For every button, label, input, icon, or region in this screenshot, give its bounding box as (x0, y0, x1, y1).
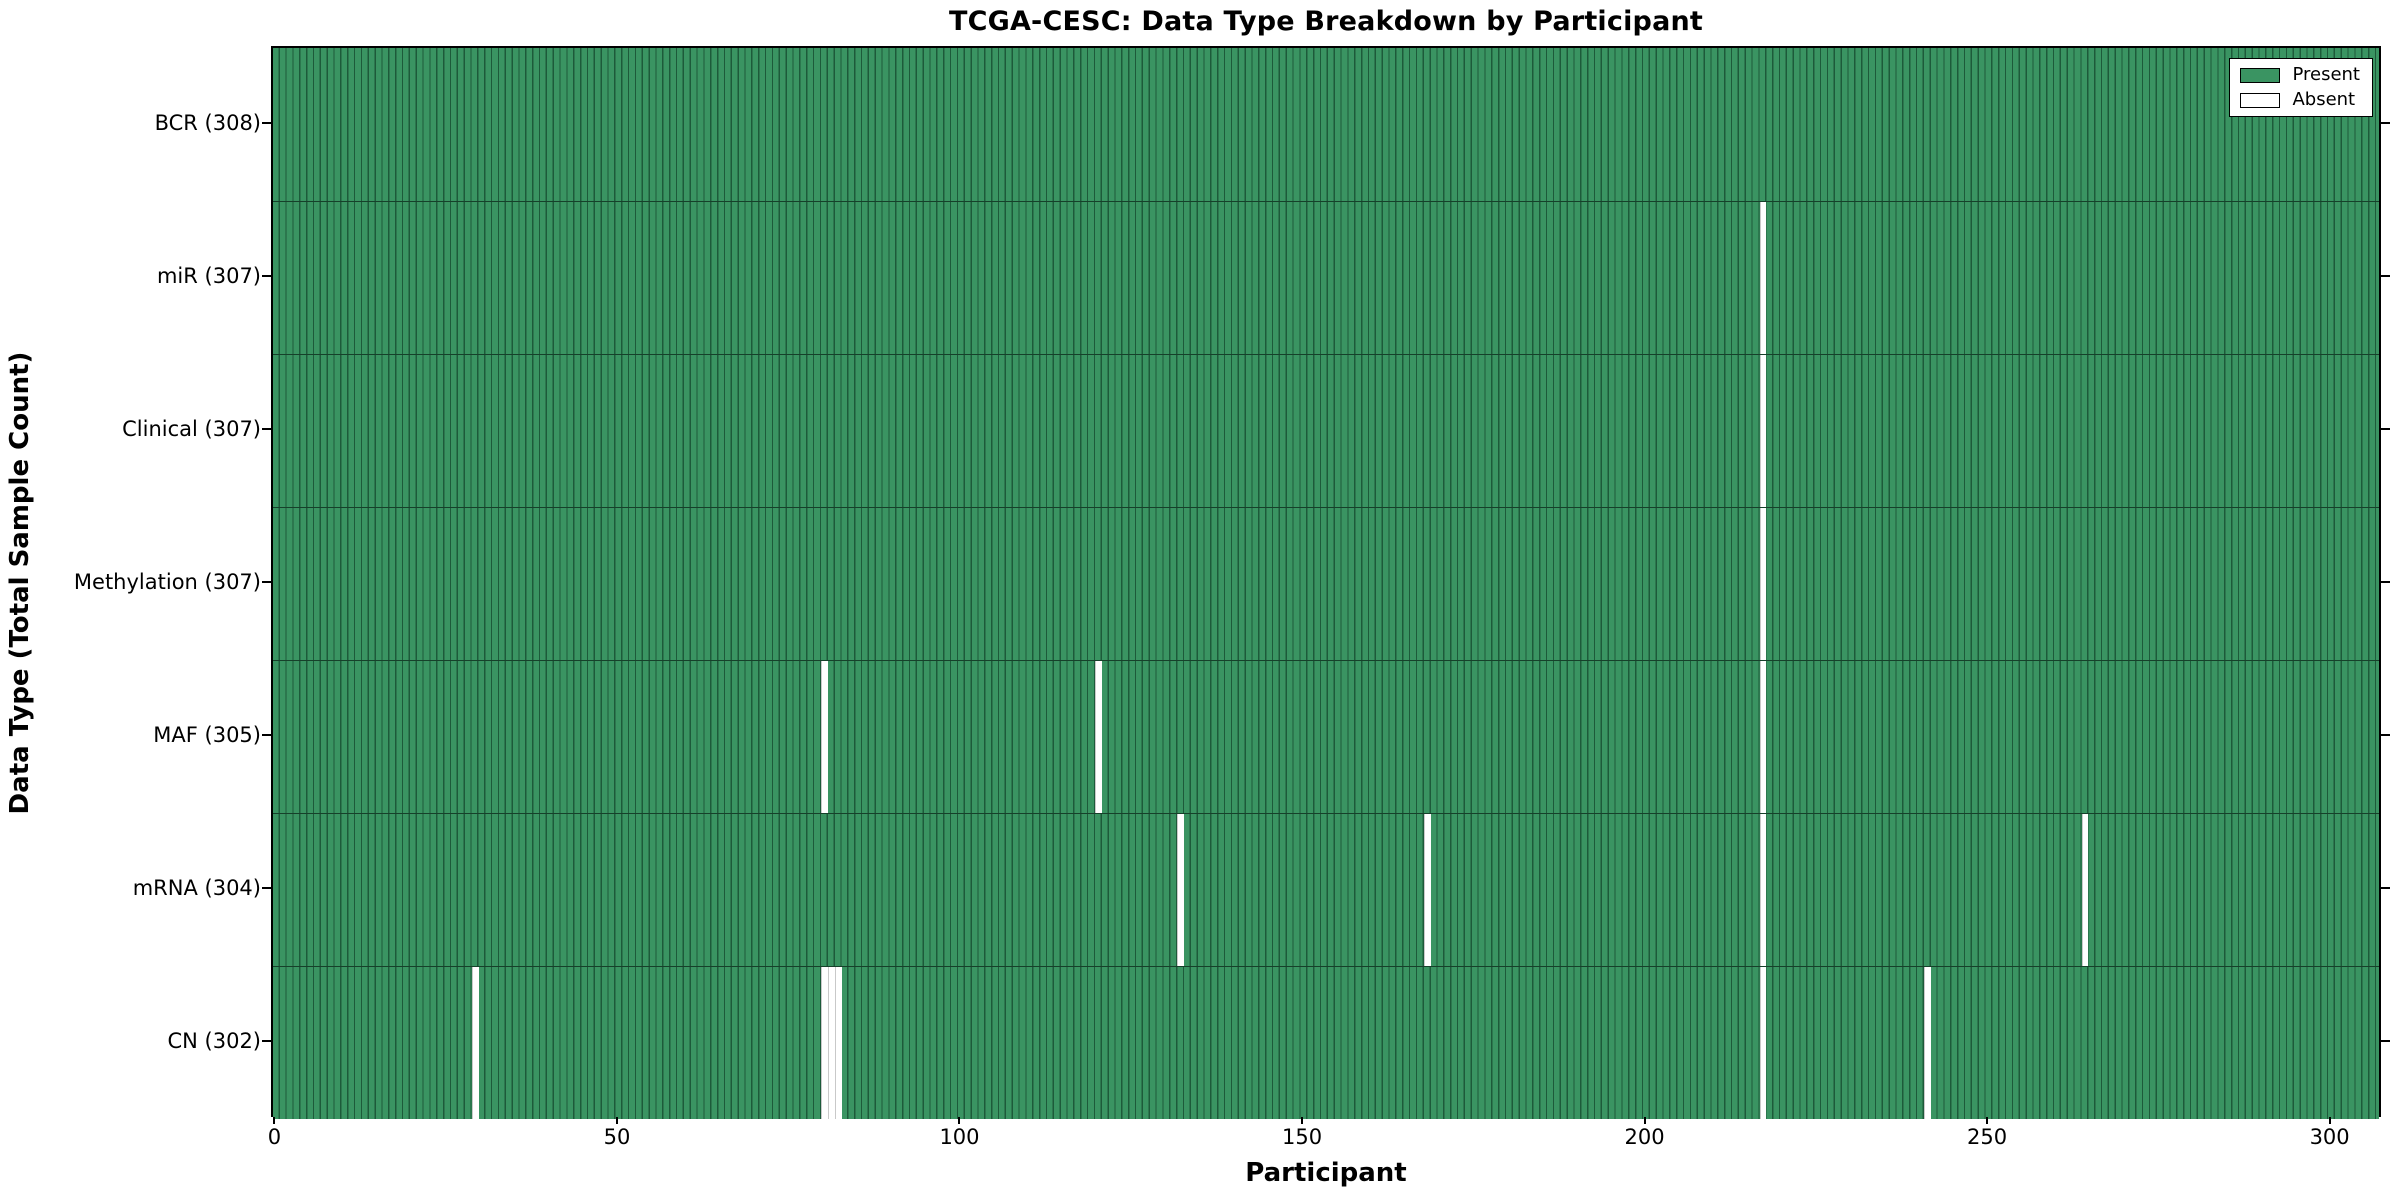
y-tick-label-mir: miR (307) (156, 263, 261, 288)
absent-mark-cn-81 (827, 967, 835, 1119)
y-tick-label-maf: MAF (305) (153, 722, 261, 747)
chart-title: TCGA-CESC: Data Type Breakdown by Partic… (948, 6, 1704, 37)
right-tick-mrna (2381, 886, 2390, 889)
absent-mark-cn-241 (1924, 967, 1931, 1119)
absent-mark-maf-217 (1759, 661, 1767, 813)
x-tick-300 (2328, 1117, 2331, 1124)
absent-mark-clinical-217 (1759, 355, 1767, 507)
left-tick-maf (262, 733, 271, 736)
y-axis-label: Data Type (Total Sample Count) (5, 351, 35, 815)
absent-mark-mir-217 (1759, 202, 1767, 354)
x-tick-250 (1986, 1117, 1989, 1124)
left-tick-mir (262, 274, 271, 277)
right-tick-cn (2381, 1039, 2390, 1042)
absent-mark-cn-217 (1759, 967, 1767, 1119)
legend-item-present: Present (2240, 66, 2360, 84)
right-tick-methylation (2381, 580, 2390, 583)
right-tick-maf (2381, 733, 2390, 736)
datatype-row-clinical (273, 354, 2379, 507)
x-tick-label-200: 200 (1624, 1125, 1665, 1149)
y-tick-label-methylation: Methylation (307) (73, 569, 261, 594)
x-tick-50 (615, 1117, 618, 1124)
absent-mark-methylation-217 (1759, 508, 1767, 660)
legend-swatch-absent (2240, 92, 2281, 108)
absent-mark-cn-80 (821, 967, 828, 1119)
x-tick-100 (958, 1117, 961, 1124)
y-tick-label-mrna: mRNA (304) (132, 875, 261, 900)
x-axis-label: Participant (1245, 1158, 1407, 1188)
y-tick-label-cn: CN (302) (167, 1028, 261, 1053)
x-tick-label-0: 0 (267, 1125, 282, 1149)
legend-swatch-present (2240, 67, 2281, 83)
y-tick-label-bcr: BCR (308) (154, 110, 261, 135)
datatype-row-methylation (273, 507, 2379, 660)
x-tick-label-150: 150 (1281, 1125, 1323, 1149)
datatype-row-maf (273, 660, 2379, 813)
datatype-row-bcr (273, 48, 2379, 201)
absent-mark-mrna-217 (1759, 814, 1767, 966)
x-tick-0 (273, 1117, 276, 1124)
datatype-row-mir (273, 201, 2379, 354)
x-tick-label-300: 300 (2309, 1125, 2350, 1149)
absent-mark-mrna-132 (1177, 814, 1185, 966)
left-tick-cn (262, 1039, 271, 1042)
right-tick-bcr (2381, 121, 2390, 124)
absent-mark-maf-80 (821, 661, 828, 813)
left-tick-clinical (262, 427, 271, 430)
legend-item-absent: Absent (2240, 91, 2360, 109)
left-tick-mrna (262, 886, 271, 889)
left-tick-bcr (262, 121, 271, 124)
absent-mark-maf-120 (1095, 661, 1102, 813)
absent-mark-mrna-264 (2081, 814, 2089, 966)
x-tick-label-250: 250 (1967, 1125, 2008, 1149)
absent-mark-cn-29 (471, 967, 479, 1119)
right-tick-clinical (2381, 427, 2390, 430)
left-tick-methylation (262, 580, 271, 583)
legend-label-present: Present (2292, 64, 2360, 85)
plot-area: Present Absent (271, 46, 2381, 1119)
y-tick-label-clinical: Clinical (307) (122, 416, 261, 441)
right-tick-mir (2381, 274, 2390, 277)
absent-mark-mrna-168 (1423, 814, 1431, 966)
absent-mark-cn-82 (834, 967, 842, 1119)
x-tick-200 (1643, 1117, 1646, 1124)
datatype-row-cn (273, 966, 2379, 1119)
legend: Present Absent (2229, 58, 2373, 117)
legend-label-absent: Absent (2292, 89, 2356, 110)
x-tick-label-100: 100 (939, 1125, 980, 1149)
x-tick-150 (1301, 1117, 1304, 1124)
datatype-row-mrna (273, 813, 2379, 966)
x-tick-label-50: 50 (603, 1125, 631, 1149)
